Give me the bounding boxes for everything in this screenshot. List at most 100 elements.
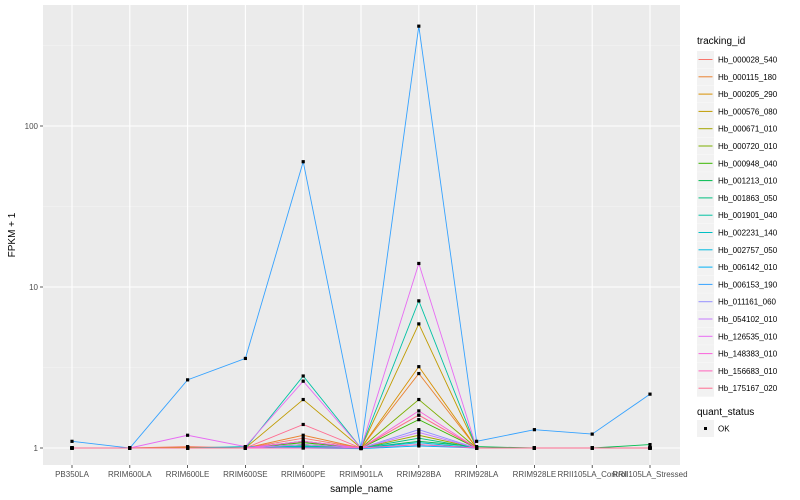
x-tick-label: RRIM928LA [455, 470, 499, 479]
legend-item: Hb_000028_540 [697, 51, 778, 68]
data-point [417, 442, 421, 447]
data-point [128, 446, 132, 450]
data-point [301, 374, 305, 378]
data-point [301, 160, 305, 164]
legend-item: Hb_000948_040 [697, 154, 778, 172]
legend-label: Hb_156683_010 [718, 367, 778, 376]
legend-item: Hb_000720_010 [697, 137, 778, 155]
data-point [475, 439, 479, 443]
legend-item: Hb_156683_010 [697, 362, 778, 380]
data-point [186, 446, 190, 450]
data-point [648, 392, 652, 396]
x-tick-label: RRIM928BA [397, 470, 442, 479]
x-tick-label: RRII105LA_Stressed [612, 470, 687, 479]
legend-label: Hb_006153_190 [718, 280, 778, 289]
point-legend-marker [704, 427, 707, 430]
legend-label: Hb_126535_010 [718, 332, 778, 341]
data-point [417, 409, 421, 413]
data-point [417, 322, 421, 326]
legend-item: Hb_000115_180 [697, 68, 777, 86]
x-tick-label: RRIM600SE [223, 470, 267, 479]
data-point [532, 446, 536, 450]
data-point [417, 428, 421, 432]
data-point [417, 24, 421, 28]
data-point [417, 261, 421, 266]
legend-label: Hb_011161_060 [718, 298, 777, 307]
x-axis-title: sample_name [330, 484, 393, 495]
point-legend-title: quant_status [697, 407, 754, 418]
data-point [301, 439, 305, 443]
legend-label: Hb_000028_540 [718, 56, 778, 65]
data-point [417, 418, 421, 422]
data-point [301, 436, 305, 440]
data-point [301, 422, 305, 427]
legend-item: Hb_000205_290 [697, 85, 778, 103]
legend-item: Hb_006142_010 [697, 258, 778, 276]
legend-title: tracking_id [697, 36, 745, 47]
x-tick-label: RRIM901LA [339, 470, 383, 479]
data-point [417, 365, 421, 369]
legend-label: Hb_000720_010 [718, 142, 778, 151]
data-point [186, 433, 190, 437]
x-tick-label: PB350LA [55, 470, 89, 479]
x-tick-label: RRIM600LA [108, 470, 152, 479]
data-point [417, 299, 421, 303]
legend-label: Hb_000948_040 [718, 159, 778, 168]
legend-item: Hb_002757_050 [697, 241, 778, 259]
x-tick-label: RRIM928LE [513, 470, 557, 479]
data-point [417, 441, 421, 445]
legend-label: Hb_000205_290 [718, 90, 778, 99]
x-tick-label: RRII105LA_Control [558, 470, 628, 479]
legend-label: Hb_001863_050 [718, 194, 778, 203]
x-tick-label: RRIM600LE [166, 470, 210, 479]
legend-label: Hb_006142_010 [718, 263, 778, 272]
y-tick-label: 100 [25, 122, 39, 131]
data-point [590, 432, 594, 436]
legend-item: Hb_000576_080 [697, 102, 778, 120]
legend-label: Hb_002231_140 [718, 229, 778, 238]
legend-label: Hb_002757_050 [718, 246, 778, 255]
legend-label: Hb_148383_010 [718, 350, 778, 359]
data-point [590, 446, 594, 450]
data-point [417, 433, 421, 437]
y-axis-title: FPKM + 1 [7, 212, 18, 257]
y-tick-label: 10 [29, 283, 38, 292]
data-point [301, 433, 305, 437]
data-point [417, 413, 421, 417]
data-point [417, 371, 421, 376]
legend-item: Hb_006153_190 [697, 275, 778, 293]
point-legend-label: OK [718, 425, 730, 434]
y-tick-label: 1 [34, 444, 39, 453]
data-point [417, 397, 421, 402]
legend-label: Hb_000671_010 [718, 125, 778, 134]
legend-label: Hb_000115_180 [718, 73, 777, 82]
legend-label: Hb_001901_040 [718, 211, 778, 220]
data-point [475, 446, 479, 450]
data-point [301, 379, 305, 383]
data-point [301, 397, 305, 402]
data-point [243, 356, 247, 361]
data-point [186, 378, 190, 382]
legend-label: Hb_000576_080 [718, 107, 778, 116]
legend-item: Hb_001213_010 [697, 172, 778, 190]
data-point [648, 442, 652, 447]
data-point [359, 446, 363, 450]
legend-item: Hb_011161_060 [697, 293, 777, 311]
legend-item: Hb_175167_020 [697, 379, 778, 397]
legend-item: Hb_148383_010 [697, 345, 778, 363]
data-point [417, 430, 421, 434]
legend-label: Hb_054102_010 [718, 315, 778, 324]
data-point [243, 446, 247, 450]
legend-item: Hb_054102_010 [697, 310, 778, 328]
data-point [417, 436, 421, 440]
data-point [301, 446, 305, 450]
x-tick-label: RRIM600PE [281, 470, 325, 479]
legend-item: Hb_000671_010 [697, 120, 778, 138]
data-point [532, 428, 536, 432]
legend-label: Hb_001213_010 [718, 177, 778, 186]
legend-item: Hb_001863_050 [697, 189, 778, 207]
legend-item: Hb_126535_010 [697, 327, 778, 345]
legend-label: Hb_175167_020 [718, 384, 778, 393]
